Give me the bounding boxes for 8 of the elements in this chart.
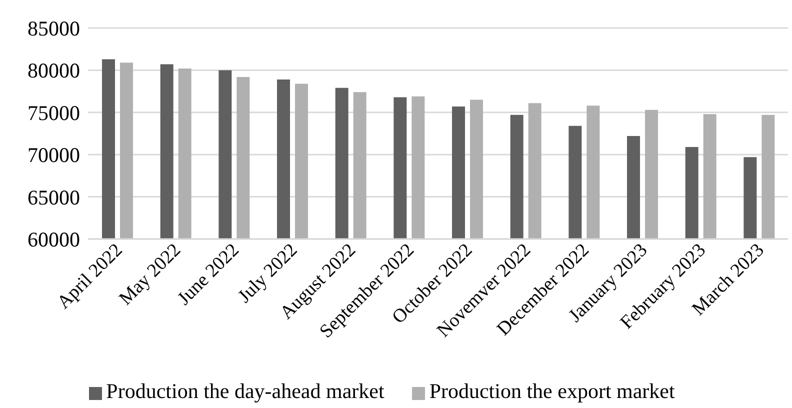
legend-label: Production the export market [429,379,675,403]
y-tick-label: 85000 [28,16,80,40]
y-tick-label: 60000 [28,227,80,252]
y-tick-label: 65000 [28,185,80,210]
y-tick-label: 80000 [28,58,80,83]
y-tick-label: 75000 [28,100,80,125]
y-tick-label: 70000 [28,143,80,168]
legend-label: Production the day-ahead market [106,379,384,403]
